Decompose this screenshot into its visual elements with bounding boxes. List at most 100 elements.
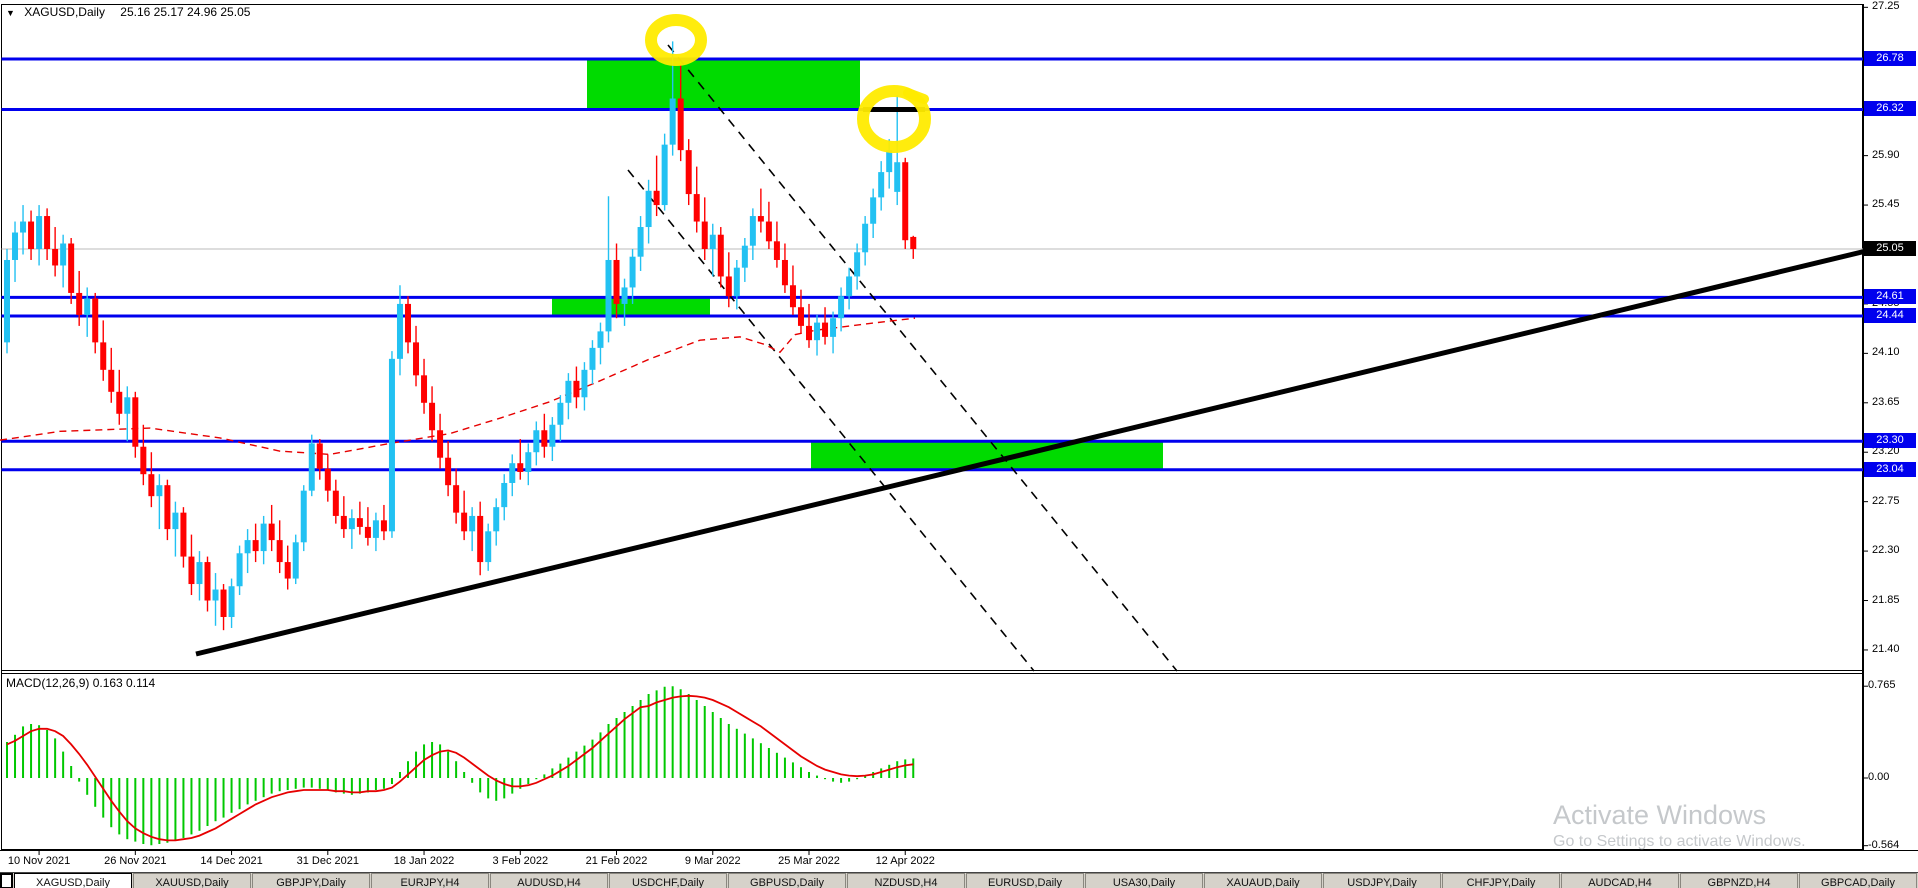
candle-body [701, 221, 708, 249]
candle-body [68, 243, 75, 293]
chart-tab-label: NZDUSD,H4 [874, 877, 938, 888]
candle-body [910, 236, 917, 249]
candle-body [781, 259, 788, 286]
candle-body [140, 446, 147, 475]
candle-body [822, 322, 829, 337]
chart-tab-label: USA30,Daily [1112, 877, 1176, 888]
candle-body [525, 452, 532, 472]
candle-body [733, 267, 740, 297]
ascending-trendline [195, 248, 1867, 657]
price-level-badge: 23.04 [1864, 461, 1916, 477]
candle-body [669, 98, 676, 145]
macd-axis-tick-label: -0.564 [1868, 838, 1900, 851]
yellow-highlight-circle [645, 14, 707, 66]
candle-body [581, 369, 588, 398]
chart-tab-usa30-daily[interactable]: USA30,Daily [1085, 873, 1203, 888]
candle-body [477, 515, 484, 563]
date-axis-label: 10 Nov 2021 [7, 855, 71, 867]
date-axis-label: 12 Apr 2022 [875, 855, 935, 867]
candle-body [437, 430, 444, 458]
candle-body [244, 540, 251, 554]
chart-tab-label: AUDUSD,H4 [517, 877, 581, 888]
dropdown-arrow-icon[interactable]: ▼ [6, 8, 15, 18]
chart-tab-xagusd-daily[interactable]: XAGUSD,Daily [14, 873, 132, 888]
chart-tab-nzdusd-h4[interactable]: NZDUSD,H4 [847, 873, 965, 888]
chart-tab-xauusd-daily[interactable]: XAUUSD,Daily [133, 873, 251, 888]
supply-demand-zone [552, 297, 710, 317]
candle-body [348, 518, 355, 530]
chart-tab-eurusd-daily[interactable]: EURUSD,Daily [966, 873, 1084, 888]
chart-title: ▼ XAGUSD,Daily 25.16 25.17 24.96 25.05 [6, 5, 250, 19]
candle-body [629, 256, 636, 288]
chart-tab-label: XAUAUD,Daily [1226, 877, 1300, 888]
price-axis-tick-label: 22.75 [1872, 494, 1900, 507]
candle-body [461, 512, 468, 532]
candle-body [356, 518, 363, 527]
price-level-badge: 24.44 [1864, 308, 1916, 323]
chart-tab-label: GBPNZD,H4 [1707, 877, 1771, 888]
candle-body [276, 540, 283, 563]
candle-body [164, 485, 171, 530]
chart-tab-label: USDCHF,Daily [631, 877, 705, 888]
macd-axis-tick-label: 0.765 [1868, 679, 1896, 692]
chart-tab-usdjpy-daily[interactable]: USDJPY,Daily [1323, 873, 1441, 888]
candle-body [469, 515, 476, 532]
descending-dashed-trendline [627, 169, 1035, 672]
chart-tab-chfjpy-daily[interactable]: CHFJPY,Daily [1442, 873, 1560, 888]
chart-tab-audcad-h4[interactable]: AUDCAD,H4 [1561, 873, 1679, 888]
price-level-badge: 26.32 [1864, 101, 1916, 117]
date-axis-label: 25 Mar 2022 [778, 855, 840, 867]
macd-signal-line [6, 694, 914, 842]
chart-tab-gbpjpy-daily[interactable]: GBPJPY,Daily [252, 873, 370, 888]
chart-tab-usdchf-daily[interactable]: USDCHF,Daily [609, 873, 727, 888]
candle-body [324, 468, 331, 491]
candle-body [36, 216, 43, 249]
axis-separator [0, 850, 1918, 851]
candle-body [830, 318, 837, 337]
candle-body [685, 150, 692, 195]
candle-body [108, 369, 115, 392]
candle-body [421, 375, 428, 403]
macd-axis-tick-label: 0.00 [1868, 771, 1890, 783]
candle-body [124, 397, 131, 414]
candle-body [372, 520, 379, 538]
chart-tab-label: GBPUSD,Daily [750, 877, 824, 888]
candle-body [725, 276, 732, 297]
candle-body [180, 512, 187, 557]
candle-body [597, 331, 604, 348]
candle-body [316, 443, 323, 469]
chart-tab-label: GBPJPY,Daily [276, 877, 346, 888]
candle-body [396, 303, 403, 359]
chart-tab-label: EURUSD,Daily [988, 877, 1062, 888]
candle-body [380, 520, 387, 532]
chart-tab-eurjpy-h4[interactable]: EURJPY,H4 [371, 873, 489, 888]
candle-body [661, 144, 668, 206]
chart-tab-audusd-h4[interactable]: AUDUSD,H4 [490, 873, 608, 888]
candle-body [413, 342, 420, 376]
chart-tab-label: USDJPY,Daily [1347, 877, 1417, 888]
chart-tab-gbpcad-daily[interactable]: GBPCAD,Daily [1799, 873, 1917, 888]
candle-body [870, 197, 877, 224]
tab-scroll-corner[interactable] [0, 873, 13, 888]
date-axis-label: 9 Mar 2022 [684, 855, 741, 867]
price-axis-tick-label: 27.25 [1872, 0, 1900, 13]
candle-body [332, 490, 339, 516]
candle-body [797, 307, 804, 326]
candle-body [100, 342, 107, 370]
price-axis-tick-label: 21.40 [1872, 642, 1900, 655]
candle-body [773, 241, 780, 260]
candle-body [429, 402, 436, 431]
chart-tab-bar: XAGUSD,Daily XAUUSD,Daily GBPJPY,Daily EURJ… [0, 872, 1918, 888]
chart-tab-xauaud-daily[interactable]: XAUAUD,Daily [1204, 873, 1322, 888]
candle-body [405, 303, 411, 343]
candle-body [677, 98, 684, 151]
candle-body [148, 474, 155, 497]
candle-body [132, 397, 139, 447]
chart-tab-gbpnzd-h4[interactable]: GBPNZD,H4 [1680, 873, 1798, 888]
candle-body [846, 276, 853, 297]
chart-tab-gbpusd-daily[interactable]: GBPUSD,Daily [728, 873, 846, 888]
candle-body [308, 443, 315, 491]
ohlc-quote-label: 25.16 25.17 24.96 25.05 [120, 5, 251, 19]
candle-body [388, 358, 395, 532]
